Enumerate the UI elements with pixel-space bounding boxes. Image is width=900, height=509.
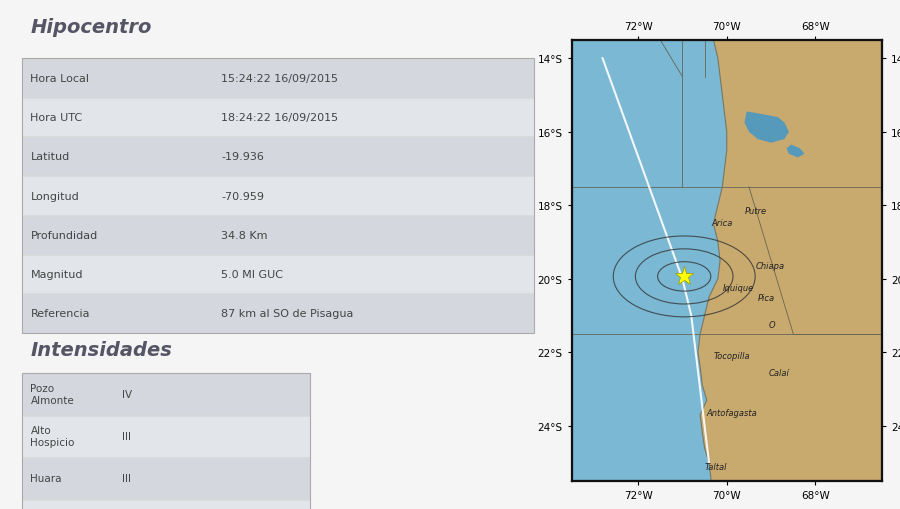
Text: 18:24:22 16/09/2015: 18:24:22 16/09/2015	[221, 113, 338, 123]
Text: III: III	[122, 473, 130, 483]
Text: Iquique: Iquique	[723, 284, 753, 293]
Text: III: III	[122, 431, 130, 441]
Text: IV: IV	[122, 389, 132, 400]
Text: Chiapa: Chiapa	[756, 262, 785, 271]
Text: O: O	[769, 321, 776, 329]
Text: Hora UTC: Hora UTC	[31, 113, 83, 123]
FancyBboxPatch shape	[22, 295, 534, 333]
Text: -70.959: -70.959	[221, 191, 265, 201]
Text: Taltal: Taltal	[705, 462, 727, 471]
Text: Referencia: Referencia	[31, 309, 90, 319]
Polygon shape	[744, 112, 789, 144]
FancyBboxPatch shape	[22, 416, 310, 457]
Polygon shape	[572, 41, 727, 481]
FancyBboxPatch shape	[22, 256, 534, 294]
Text: Tocopilla: Tocopilla	[714, 352, 750, 361]
Text: Antofagasta: Antofagasta	[706, 409, 758, 417]
Text: Huara: Huara	[31, 473, 62, 483]
FancyBboxPatch shape	[22, 500, 310, 509]
FancyBboxPatch shape	[22, 99, 534, 137]
Text: 15:24:22 16/09/2015: 15:24:22 16/09/2015	[221, 74, 338, 83]
FancyBboxPatch shape	[22, 216, 534, 254]
Text: 87 km al SO de Pisagua: 87 km al SO de Pisagua	[221, 309, 354, 319]
Polygon shape	[787, 145, 805, 158]
Text: Alto
Hospicio: Alto Hospicio	[31, 426, 75, 447]
Text: 34.8 Km: 34.8 Km	[221, 231, 268, 240]
Text: Putre: Putre	[744, 207, 767, 216]
Polygon shape	[572, 41, 882, 481]
FancyBboxPatch shape	[22, 458, 310, 499]
Text: 5.0 MI GUC: 5.0 MI GUC	[221, 270, 284, 279]
Text: Profundidad: Profundidad	[31, 231, 98, 240]
Text: Calaí: Calaí	[769, 369, 790, 377]
Text: Pozo
Almonte: Pozo Almonte	[31, 384, 74, 405]
Text: Intensidades: Intensidades	[31, 341, 172, 359]
FancyBboxPatch shape	[22, 138, 534, 176]
Text: -19.936: -19.936	[221, 152, 265, 162]
Text: Magnitud: Magnitud	[31, 270, 83, 279]
Text: Pica: Pica	[758, 293, 775, 302]
FancyBboxPatch shape	[22, 60, 534, 98]
Text: Arica: Arica	[711, 219, 733, 228]
Text: Hora Local: Hora Local	[31, 74, 89, 83]
Text: Latitud: Latitud	[31, 152, 69, 162]
Text: Hipocentro: Hipocentro	[31, 18, 152, 37]
Text: Longitud: Longitud	[31, 191, 79, 201]
FancyBboxPatch shape	[22, 375, 310, 415]
FancyBboxPatch shape	[22, 177, 534, 215]
